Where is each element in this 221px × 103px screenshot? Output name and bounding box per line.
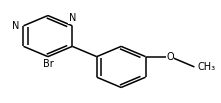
Text: O: O xyxy=(166,52,174,62)
Text: N: N xyxy=(12,21,19,31)
Text: Br: Br xyxy=(42,59,53,69)
Text: N: N xyxy=(69,13,76,23)
Text: CH₃: CH₃ xyxy=(198,62,216,72)
